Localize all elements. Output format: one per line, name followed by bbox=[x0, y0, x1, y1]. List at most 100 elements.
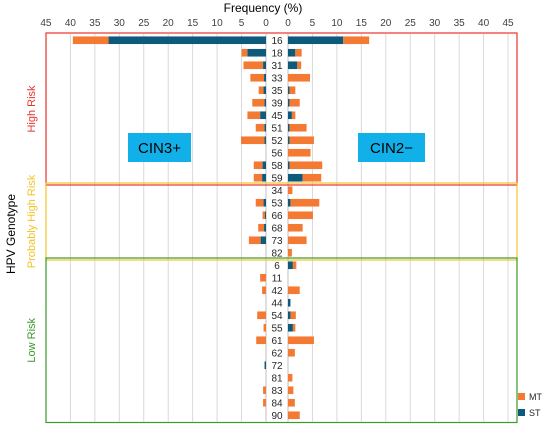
genotype-label: 81 bbox=[271, 373, 283, 384]
panel-label-left-background bbox=[128, 133, 191, 162]
bar-mt-cin2-66 bbox=[288, 211, 313, 220]
bar-mt-cin2-16 bbox=[343, 36, 370, 45]
bar-mt-cin2-39 bbox=[289, 98, 300, 107]
genotype-label: 68 bbox=[271, 223, 283, 234]
bar-mt-cin2-62 bbox=[288, 348, 295, 357]
bar-mt-cin2-82 bbox=[288, 248, 292, 257]
x-tick-left: 0 bbox=[263, 18, 269, 29]
bar-mt-cin3-45 bbox=[247, 111, 261, 120]
group-label-0: High Risk bbox=[26, 85, 38, 133]
bar-mt-cin3-51 bbox=[255, 123, 265, 132]
x-tick-right: 10 bbox=[331, 18, 343, 29]
bar-mt-cin2-56 bbox=[288, 148, 311, 157]
genotype-label: 31 bbox=[271, 61, 283, 72]
genotype-label: 44 bbox=[271, 298, 283, 309]
genotype-label: 6 bbox=[274, 261, 280, 272]
x-tick-right: 35 bbox=[454, 18, 466, 29]
bar-mt-cin3-58 bbox=[253, 161, 263, 170]
risk-groups: High Risk Probably High Risk Low Risk bbox=[26, 32, 518, 424]
legend-swatch-mt bbox=[518, 393, 525, 400]
x-tick-left: 15 bbox=[187, 18, 199, 29]
x-tick-right: 5 bbox=[310, 18, 316, 29]
bar-mt-cin3-66 bbox=[262, 211, 266, 220]
x-tick-left: 10 bbox=[212, 18, 224, 29]
bar-st-cin3-35 bbox=[263, 86, 266, 95]
bar-st-cin3-53 bbox=[263, 198, 266, 207]
bar-st-cin3-31 bbox=[263, 61, 266, 70]
bar-mt-cin2-81 bbox=[288, 373, 293, 382]
x-tick-left: 25 bbox=[138, 18, 150, 29]
legend: MT ST bbox=[518, 392, 542, 418]
bars bbox=[72, 36, 370, 420]
bar-mt-cin2-68 bbox=[288, 223, 303, 232]
bar-mt-cin2-59 bbox=[302, 173, 322, 182]
bar-st-cin2-35 bbox=[288, 86, 290, 95]
x-tick-left: 5 bbox=[239, 18, 245, 29]
genotype-label: 33 bbox=[271, 73, 283, 84]
bar-st-cin3-72 bbox=[264, 361, 266, 370]
legend-label-mt: MT bbox=[529, 392, 542, 402]
genotype-label: 73 bbox=[271, 236, 283, 247]
bar-st-cin3-68 bbox=[264, 223, 266, 232]
bar-mt-cin3-59 bbox=[253, 173, 263, 182]
genotype-label: 62 bbox=[271, 348, 283, 359]
bar-mt-cin3-55 bbox=[263, 323, 266, 332]
bar-mt-cin3-33 bbox=[250, 73, 265, 82]
bar-st-cin2-59 bbox=[288, 173, 303, 182]
x-axis-right: 0 5 10 15 20 25 30 35 40 45 bbox=[285, 18, 514, 29]
x-tick-right: 30 bbox=[429, 18, 441, 29]
panel-label-right: CIN2− bbox=[358, 133, 425, 162]
bar-mt-cin2-90 bbox=[288, 411, 300, 420]
bar-mt-cin3-52 bbox=[241, 136, 265, 145]
panel-label-left: CIN3+ bbox=[128, 133, 191, 162]
x-tick-right: 20 bbox=[380, 18, 392, 29]
bar-mt-cin2-54 bbox=[290, 311, 296, 320]
bar-mt-cin2-34 bbox=[288, 186, 293, 195]
genotype-label: 66 bbox=[271, 211, 283, 222]
bar-mt-cin3-31 bbox=[243, 61, 264, 70]
genotype-label: 72 bbox=[271, 361, 283, 372]
bar-mt-cin2-33 bbox=[288, 73, 311, 82]
x-tick-left: 40 bbox=[65, 18, 77, 29]
genotype-label: 84 bbox=[271, 398, 283, 409]
bar-mt-cin2-45 bbox=[291, 111, 296, 120]
bar-mt-cin2-51 bbox=[289, 123, 307, 132]
group-box-0 bbox=[45, 32, 518, 186]
bar-st-cin3-18 bbox=[247, 48, 266, 57]
bar-st-cin2-6 bbox=[288, 261, 293, 270]
chart-title: Frequency (%) bbox=[224, 1, 303, 15]
bar-mt-cin3-11 bbox=[260, 273, 266, 282]
panel-label-right-text: CIN2− bbox=[370, 140, 413, 157]
bar-st-cin3-73 bbox=[260, 236, 266, 245]
bar-mt-cin3-16 bbox=[72, 36, 109, 45]
legend-swatch-st bbox=[518, 409, 525, 416]
x-tick-left: 45 bbox=[40, 18, 52, 29]
genotype-label: 39 bbox=[271, 98, 283, 109]
bar-mt-cin3-68 bbox=[258, 223, 265, 232]
bar-mt-cin2-52 bbox=[289, 136, 314, 145]
bar-mt-cin2-58 bbox=[289, 161, 323, 170]
bar-st-cin3-16 bbox=[108, 36, 267, 45]
bar-st-cin3-52 bbox=[264, 136, 266, 145]
genotype-label: 61 bbox=[271, 336, 283, 347]
bar-st-cin3-33 bbox=[264, 73, 266, 82]
genotype-label: 58 bbox=[271, 161, 283, 172]
genotype-label: 45 bbox=[271, 111, 283, 122]
bar-mt-cin3-42 bbox=[262, 286, 266, 295]
y-axis-title: HPV Genotype bbox=[4, 194, 18, 274]
bar-mt-cin3-83 bbox=[263, 386, 266, 395]
bar-st-cin3-58 bbox=[262, 161, 266, 170]
bar-mt-cin2-73 bbox=[288, 236, 307, 245]
bar-st-cin3-45 bbox=[260, 111, 266, 120]
bar-mt-cin3-53 bbox=[255, 198, 264, 207]
group-label-1: Probably High Risk bbox=[26, 174, 38, 268]
x-tick-left: 30 bbox=[114, 18, 126, 29]
genotype-label: 42 bbox=[271, 286, 283, 297]
x-axis-left: 45 40 35 30 25 20 15 10 5 0 bbox=[40, 18, 269, 29]
bar-mt-cin2-35 bbox=[289, 86, 296, 95]
x-tick-right: 45 bbox=[502, 18, 514, 29]
bar-st-cin2-58 bbox=[288, 161, 290, 170]
x-tick-left: 35 bbox=[89, 18, 101, 29]
